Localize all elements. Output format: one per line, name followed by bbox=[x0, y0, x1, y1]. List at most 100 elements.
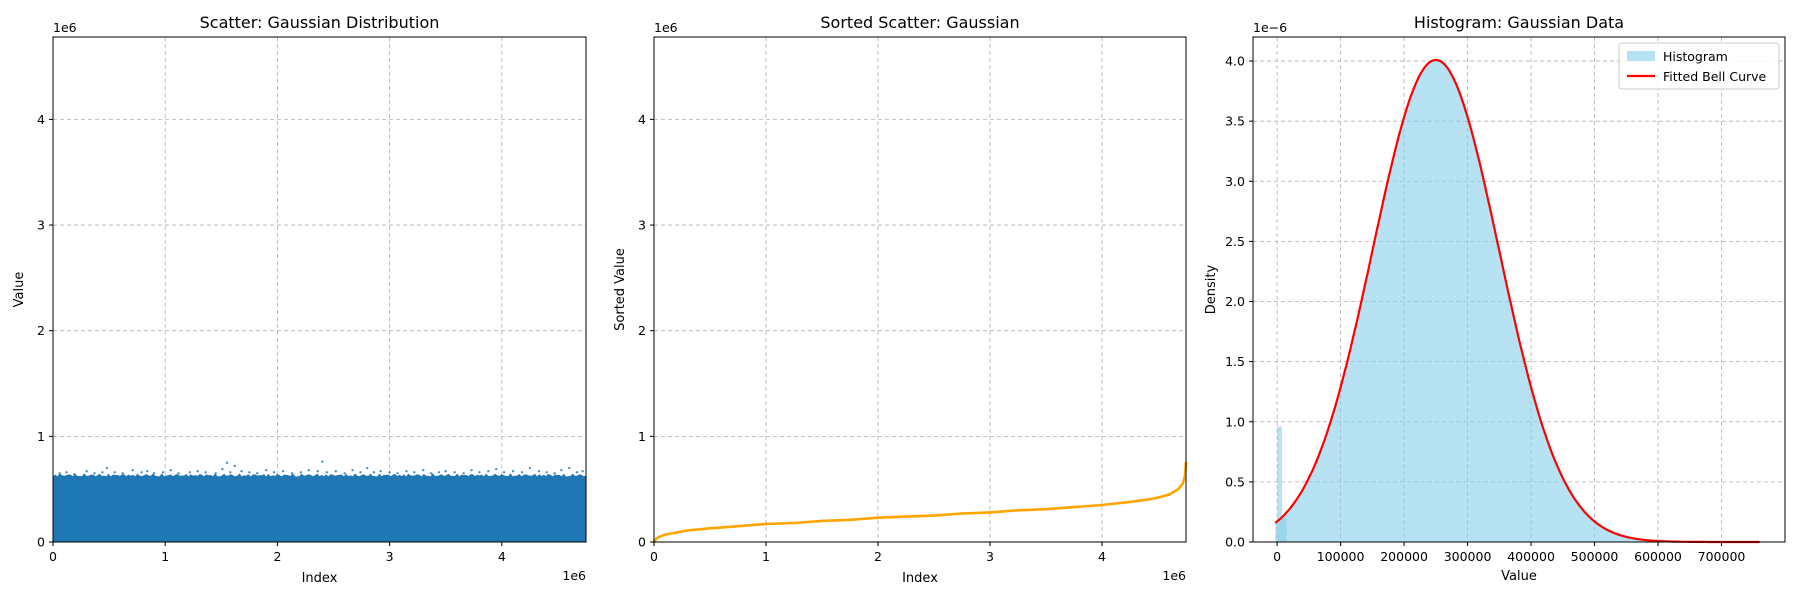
y-tick-label: 0.0 bbox=[1225, 535, 1245, 550]
scatter-point bbox=[85, 470, 88, 473]
scatter-point bbox=[73, 473, 76, 476]
y-tick-label: 2 bbox=[37, 323, 45, 338]
panel-1: 0 1 2 3 4 0 1 2 3 4 1e6 1e6 Scatter: Gaussian Distri… bbox=[12, 13, 587, 586]
scatter-point bbox=[177, 472, 180, 475]
scatter-point bbox=[131, 468, 134, 472]
legend-swatch-histogram bbox=[1627, 51, 1655, 61]
sorted-scatter-line bbox=[652, 462, 1188, 543]
x-offset-label: 1e6 bbox=[1162, 568, 1186, 583]
scatter-point bbox=[792, 521, 796, 525]
chart-title: Scatter: Gaussian Distribution bbox=[200, 13, 440, 32]
scatter-point bbox=[567, 466, 571, 470]
y-tick-label: 3.5 bbox=[1225, 114, 1245, 129]
x-tick-label: 200000 bbox=[1380, 549, 1428, 564]
scatter-point bbox=[405, 470, 408, 473]
scatter-point bbox=[1145, 498, 1149, 502]
scatter-point bbox=[272, 471, 276, 474]
scatter-point bbox=[478, 471, 481, 474]
scatter-point bbox=[388, 471, 391, 474]
y-tick-label: 3.0 bbox=[1225, 174, 1245, 189]
scatter-point bbox=[470, 468, 473, 472]
scatter-point bbox=[372, 471, 376, 474]
histogram-bar bbox=[1277, 426, 1282, 542]
scatter-point bbox=[736, 524, 740, 528]
y-offset-label: 1e6 bbox=[654, 20, 678, 35]
scatter-point bbox=[581, 470, 584, 473]
scatter-point bbox=[820, 519, 824, 523]
scatter-point bbox=[444, 470, 447, 473]
scatter-point bbox=[321, 460, 324, 463]
x-tick-label: 2 bbox=[273, 549, 281, 564]
y-tick-label: 1 bbox=[37, 429, 45, 444]
scatter-point bbox=[343, 472, 346, 475]
x-tick-label: 600000 bbox=[1634, 549, 1682, 564]
y-tick-label: 3 bbox=[638, 218, 646, 233]
scatter-point bbox=[196, 470, 199, 473]
plot-frame bbox=[52, 36, 587, 543]
scatter-point bbox=[256, 472, 259, 475]
scatter-point bbox=[58, 472, 61, 475]
scatter-point bbox=[1016, 508, 1020, 512]
scatter-point bbox=[520, 471, 524, 474]
x-tick-label: 0 bbox=[650, 549, 658, 564]
histogram-bar bbox=[1281, 517, 1287, 542]
y-tick-label: 0.5 bbox=[1225, 474, 1245, 489]
y-offset-label: 1e−6 bbox=[1253, 20, 1287, 35]
scatter-point bbox=[1100, 503, 1104, 507]
scatter-point bbox=[1072, 505, 1076, 509]
x-tick-label: 400000 bbox=[1507, 549, 1555, 564]
scatter-band-edge bbox=[53, 473, 586, 477]
y-tick-label: 1.0 bbox=[1225, 414, 1245, 429]
x-tick-label: 500000 bbox=[1571, 549, 1619, 564]
scatter-point bbox=[553, 472, 556, 475]
scatter-point bbox=[528, 466, 532, 470]
x-tick-label: 4 bbox=[1098, 549, 1106, 564]
scatter-point bbox=[248, 471, 251, 474]
scatter-point bbox=[101, 471, 104, 474]
scatter-point bbox=[161, 471, 165, 474]
scatter-point bbox=[204, 471, 207, 474]
scatter-point-band bbox=[53, 476, 586, 542]
scatter-point bbox=[545, 471, 548, 474]
x-tick-label: 300000 bbox=[1444, 549, 1492, 564]
scatter-point bbox=[675, 531, 678, 534]
scatter-point bbox=[654, 537, 658, 541]
x-axis-label: Index bbox=[902, 571, 938, 586]
scatter-point bbox=[764, 522, 768, 526]
scatter-point bbox=[325, 471, 328, 474]
scatter-point bbox=[365, 466, 369, 470]
scatter-point bbox=[487, 470, 490, 473]
scatter-point bbox=[316, 470, 320, 473]
scatter-point bbox=[502, 471, 506, 474]
scatter-point bbox=[932, 514, 936, 517]
y-tick-label: 2 bbox=[638, 323, 646, 338]
y-offset-label: 1e6 bbox=[53, 20, 77, 35]
plot-frame bbox=[653, 36, 1187, 543]
scatter-point bbox=[334, 470, 337, 473]
x-tick-label: 4 bbox=[498, 549, 506, 564]
scatter-point bbox=[281, 470, 285, 473]
y-axis-label: Value bbox=[12, 272, 27, 308]
scatter-point bbox=[960, 512, 964, 515]
y-tick-label: 0 bbox=[638, 535, 646, 550]
scatter-point bbox=[121, 472, 124, 475]
scatter-point bbox=[422, 468, 425, 472]
scatter-point bbox=[233, 464, 236, 468]
scatter-point bbox=[437, 471, 441, 474]
y-tick-label: 4.0 bbox=[1225, 54, 1245, 69]
scatter-point bbox=[462, 472, 465, 475]
scatter-point bbox=[658, 535, 661, 539]
scatter-point bbox=[1156, 496, 1160, 500]
chart-title: Histogram: Gaussian Data bbox=[1414, 13, 1624, 32]
y-tick-label: 4 bbox=[638, 112, 646, 127]
scatter-point bbox=[169, 468, 173, 472]
x-tick-label: 3 bbox=[986, 549, 994, 564]
scatter-point bbox=[1176, 487, 1180, 491]
y-tick-label: 2.5 bbox=[1225, 234, 1245, 249]
scatter-point bbox=[152, 472, 156, 475]
legend: Histogram Fitted Bell Curve bbox=[1618, 42, 1780, 90]
scatter-point bbox=[240, 470, 243, 473]
y-tick-label: 0 bbox=[37, 535, 45, 550]
scatter-point bbox=[904, 515, 908, 519]
legend-box bbox=[1618, 42, 1780, 90]
